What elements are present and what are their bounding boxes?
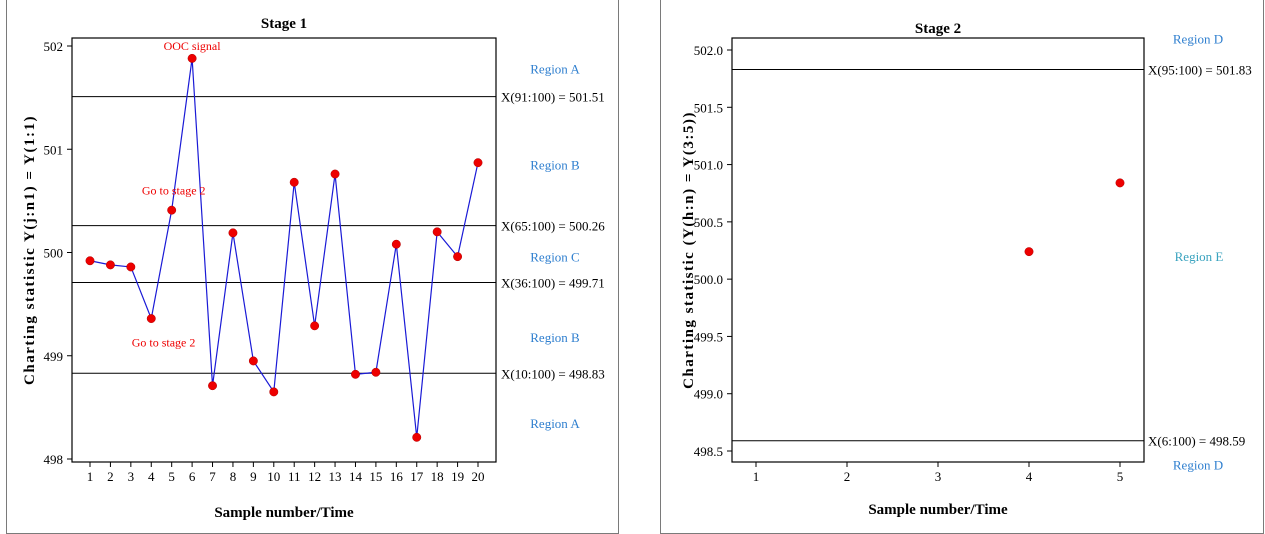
x-tick-label: 14 bbox=[349, 469, 363, 484]
y-axis-label: Charting statistic (Y(h:n) = Y(3:5)) bbox=[681, 111, 697, 389]
data-point bbox=[208, 381, 217, 391]
y-tick-label: 500 bbox=[44, 246, 64, 261]
x-axis-label: Sample number/Time bbox=[214, 505, 354, 521]
data-point bbox=[105, 260, 115, 270]
region-label: Region B bbox=[530, 330, 580, 345]
x-tick-label: 15 bbox=[369, 469, 382, 484]
x-tick-label: 10 bbox=[267, 469, 280, 484]
x-tick-label: 3 bbox=[128, 469, 135, 484]
data-point bbox=[167, 205, 177, 215]
y-tick-label: 501.5 bbox=[694, 100, 723, 115]
data-point bbox=[1024, 247, 1034, 257]
x-tick-label: 8 bbox=[230, 469, 237, 484]
data-point bbox=[351, 369, 360, 379]
x-tick-label: 20 bbox=[472, 469, 485, 484]
data-point bbox=[228, 228, 238, 238]
region-label: Region A bbox=[530, 416, 580, 431]
y-tick-label: 502.0 bbox=[694, 43, 723, 58]
x-tick-label: 7 bbox=[209, 469, 216, 484]
x-tick-label: 1 bbox=[87, 469, 94, 484]
x-tick-label: 5 bbox=[168, 469, 175, 484]
chart-title: Stage 2 bbox=[915, 21, 961, 37]
data-point bbox=[412, 432, 422, 442]
annotation-label: Go to stage 2 bbox=[142, 184, 206, 198]
data-point bbox=[371, 367, 381, 377]
data-point bbox=[126, 262, 136, 272]
plot-frame bbox=[71, 37, 497, 463]
control-limit-label: X(36:100) = 499.71 bbox=[501, 275, 605, 290]
x-tick-label: 4 bbox=[1026, 469, 1033, 484]
y-tick-label: 502 bbox=[44, 39, 64, 54]
stage2-chart-panel bbox=[660, 0, 1264, 534]
series-line bbox=[89, 58, 479, 438]
data-point bbox=[248, 356, 258, 366]
y-tick-label: 499 bbox=[44, 349, 64, 364]
region-label: Region D bbox=[1173, 32, 1223, 47]
control-limit-label: X(91:100) = 501.51 bbox=[501, 90, 605, 105]
x-tick-label: 19 bbox=[451, 469, 464, 484]
x-tick-label: 9 bbox=[250, 469, 257, 484]
y-tick-label: 500.5 bbox=[694, 215, 723, 230]
data-point bbox=[453, 252, 463, 262]
x-tick-label: 12 bbox=[308, 469, 321, 484]
data-point bbox=[473, 158, 483, 168]
control-limit-label: X(6:100) = 498.59 bbox=[1148, 434, 1245, 449]
x-tick-label: 13 bbox=[329, 469, 342, 484]
region-label: Region A bbox=[530, 62, 580, 77]
data-point bbox=[289, 177, 299, 187]
y-tick-label: 499.0 bbox=[694, 387, 723, 402]
control-limit-label: X(65:100) = 500.26 bbox=[501, 219, 605, 234]
data-point bbox=[187, 53, 197, 63]
control-limit-label: X(10:100) = 498.83 bbox=[501, 366, 605, 381]
x-tick-label: 1 bbox=[753, 469, 760, 484]
x-tick-label: 4 bbox=[148, 469, 155, 484]
x-tick-label: 2 bbox=[107, 469, 114, 484]
annotation-label: OOC signal bbox=[164, 39, 222, 53]
x-tick-label: 11 bbox=[288, 469, 301, 484]
region-label: Region C bbox=[530, 250, 579, 265]
control-limit-label: X(95:100) = 501.83 bbox=[1148, 62, 1252, 77]
data-point bbox=[146, 314, 156, 324]
data-point bbox=[1115, 178, 1125, 188]
x-tick-label: 3 bbox=[935, 469, 942, 484]
y-tick-label: 498 bbox=[44, 452, 64, 467]
y-tick-label: 501.0 bbox=[694, 158, 723, 173]
chart-title: Stage 1 bbox=[261, 16, 307, 32]
y-tick-label: 499.5 bbox=[694, 329, 723, 344]
data-point bbox=[85, 256, 95, 266]
data-point bbox=[432, 227, 442, 237]
region-label: Region E bbox=[1175, 249, 1224, 264]
y-tick-label: 500.0 bbox=[694, 272, 723, 287]
x-tick-label: 6 bbox=[189, 469, 196, 484]
x-tick-label: 2 bbox=[844, 469, 851, 484]
x-axis-label: Sample number/Time bbox=[868, 502, 1008, 518]
data-point bbox=[391, 239, 401, 249]
region-label: Region B bbox=[530, 158, 580, 173]
data-point bbox=[330, 169, 340, 179]
y-tick-label: 498.5 bbox=[694, 444, 723, 459]
y-tick-label: 501 bbox=[44, 142, 64, 157]
y-axis-label: Charting statistic Y(j:n1) = Y(1:1) bbox=[22, 115, 38, 385]
data-point bbox=[269, 387, 279, 397]
region-label: Region D bbox=[1173, 458, 1223, 473]
annotation-label: Go to stage 2 bbox=[132, 335, 196, 349]
x-tick-label: 17 bbox=[410, 469, 424, 484]
x-tick-label: 5 bbox=[1117, 469, 1124, 484]
x-tick-label: 16 bbox=[390, 469, 404, 484]
x-tick-label: 18 bbox=[431, 469, 444, 484]
data-point bbox=[310, 321, 320, 331]
plot-frame bbox=[731, 37, 1145, 463]
